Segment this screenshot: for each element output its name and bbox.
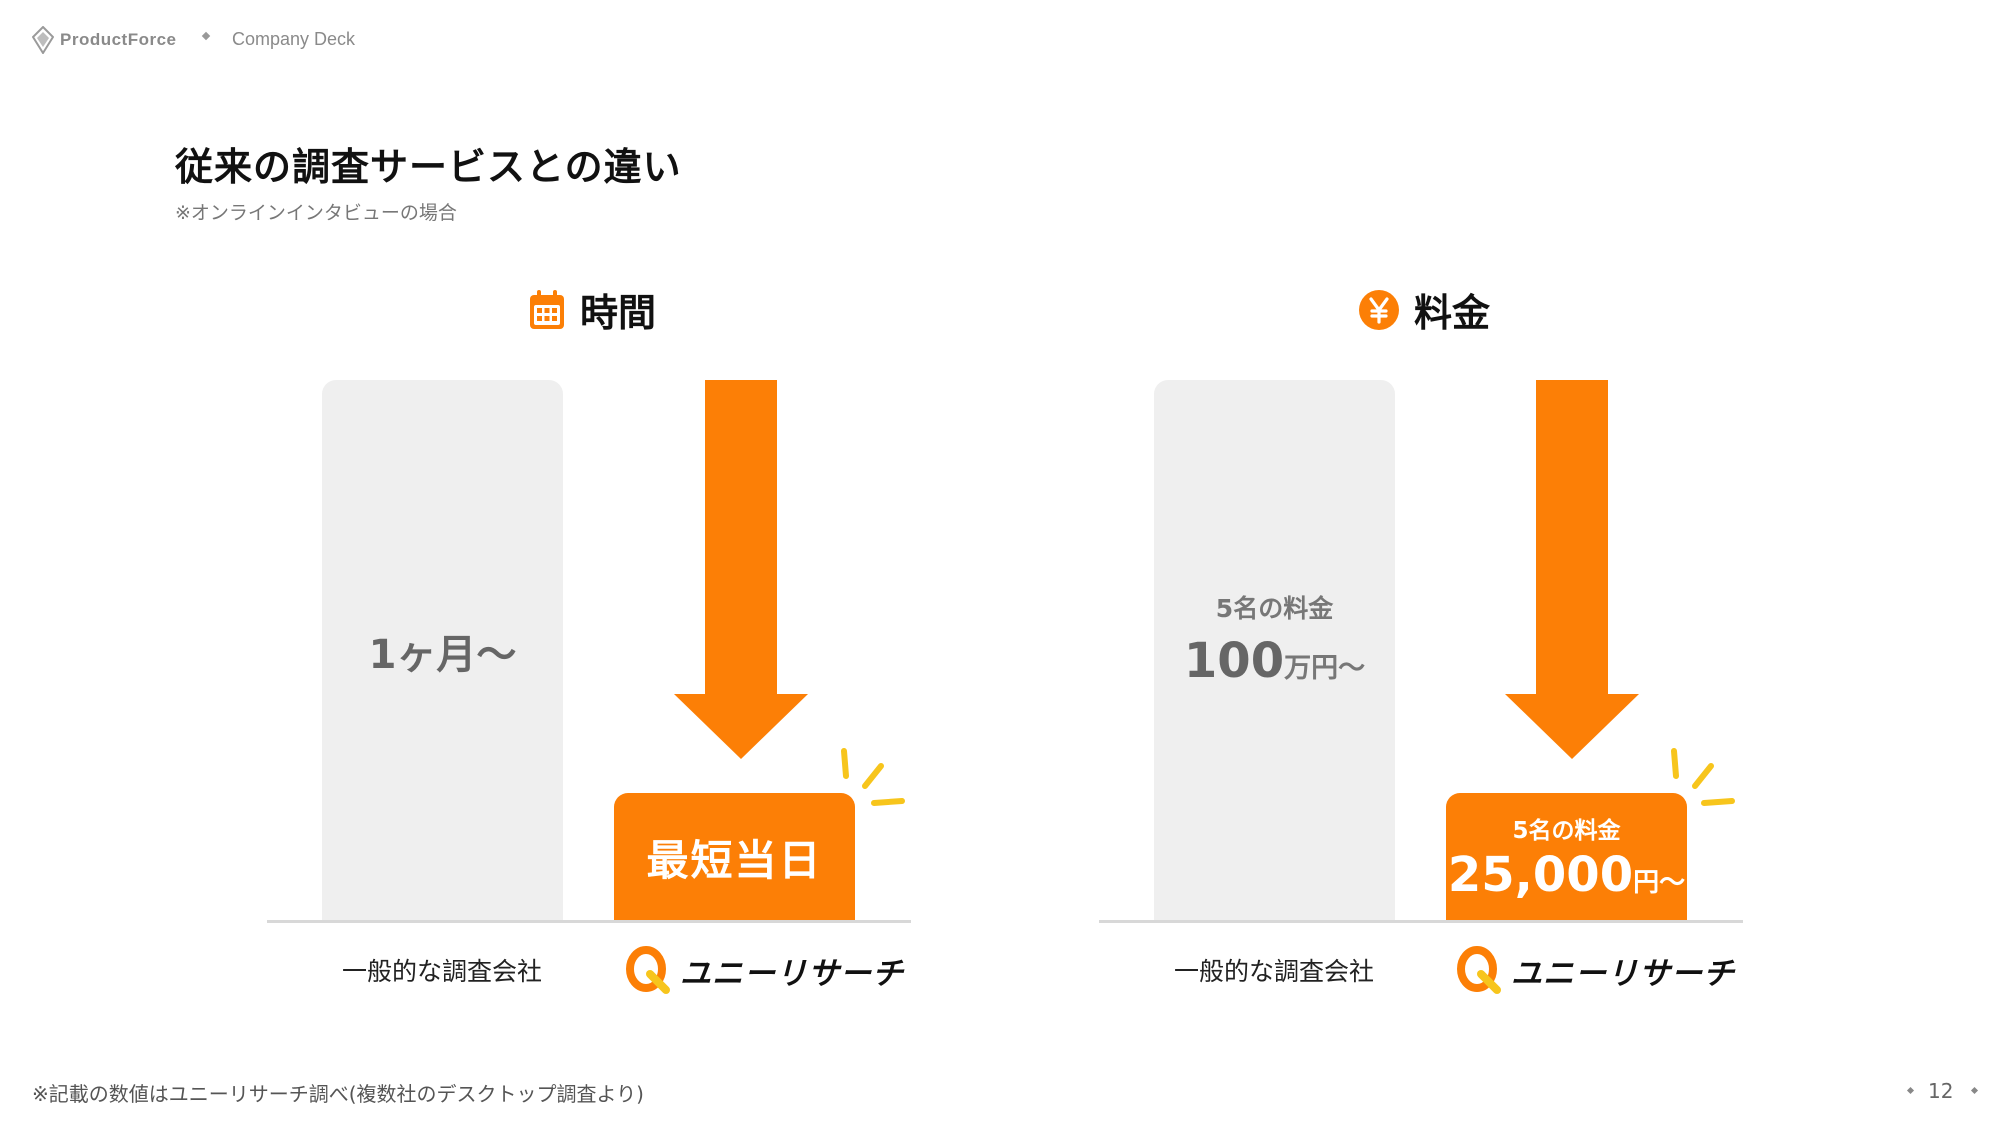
sparkle-icon — [841, 748, 905, 806]
page-number: 12 — [1928, 1079, 1954, 1103]
yen-icon — [1359, 289, 1399, 330]
page-subtitle: ※オンラインインタビューの場合 — [175, 202, 457, 224]
unii-research-logo: ユニーリサーチ — [1457, 944, 1735, 996]
separator-dot — [201, 31, 211, 41]
conventional-price-bar: 5名の料金 100万円〜 — [1154, 380, 1395, 921]
brand-name: ProductForce — [60, 30, 177, 49]
unii-time-box: 最短当日 — [614, 793, 855, 921]
section-heading-time: 時間 — [528, 282, 656, 337]
conventional-price-row: 100万円〜 — [1184, 633, 1365, 689]
page-title: 従来の調査サービスとの違い — [175, 145, 682, 189]
unii-q-logo-icon — [1457, 946, 1501, 994]
unii-price-caption: 5名の料金 — [1512, 818, 1621, 844]
section-heading-label: 時間 — [580, 291, 657, 335]
sparkle-icon — [1671, 748, 1735, 806]
unii-price-unit: 円〜 — [1633, 868, 1686, 898]
conventional-price-caption: 5名の料金 — [1215, 593, 1334, 623]
section-heading-price: 料金 — [1358, 282, 1490, 337]
unii-research-logo: ユニーリサーチ — [626, 944, 904, 996]
deck-name: Company Deck — [232, 29, 356, 49]
conventional-time-value: 1ヶ月〜 — [368, 631, 517, 678]
page-number-dot — [1970, 1086, 1979, 1095]
unii-brand-name: ユニーリサーチ — [680, 955, 904, 992]
unii-brand-name: ユニーリサーチ — [1511, 955, 1735, 992]
conventional-price-value: 100 — [1183, 632, 1285, 689]
down-arrow-icon — [674, 380, 808, 759]
conventional-time-bar: 1ヶ月〜 — [322, 380, 563, 921]
baseline-divider — [267, 920, 911, 923]
unii-price-box: 5名の料金 25,000円〜 — [1446, 793, 1687, 921]
baseline-divider — [1099, 920, 1743, 923]
calendar-icon — [530, 289, 564, 329]
unii-time-value: 最短当日 — [646, 835, 823, 885]
unii-q-logo-icon — [626, 946, 670, 994]
conventional-company-label: 一般的な調査会社 — [1173, 957, 1374, 986]
page-number-dot — [1906, 1086, 1915, 1095]
conventional-price-unit: 万円〜 — [1284, 652, 1366, 684]
footnote: ※記載の数値はユニーリサーチ調べ(複数社のデスクトップ調査より) — [32, 1082, 644, 1106]
unii-price-row: 25,000円〜 — [1448, 847, 1685, 903]
conventional-company-label: 一般的な調査会社 — [341, 957, 542, 986]
productforce-logo-icon — [32, 26, 54, 54]
unii-price-value: 25,000 — [1447, 847, 1634, 903]
down-arrow-icon — [1505, 380, 1639, 759]
section-heading-label: 料金 — [1414, 291, 1491, 335]
